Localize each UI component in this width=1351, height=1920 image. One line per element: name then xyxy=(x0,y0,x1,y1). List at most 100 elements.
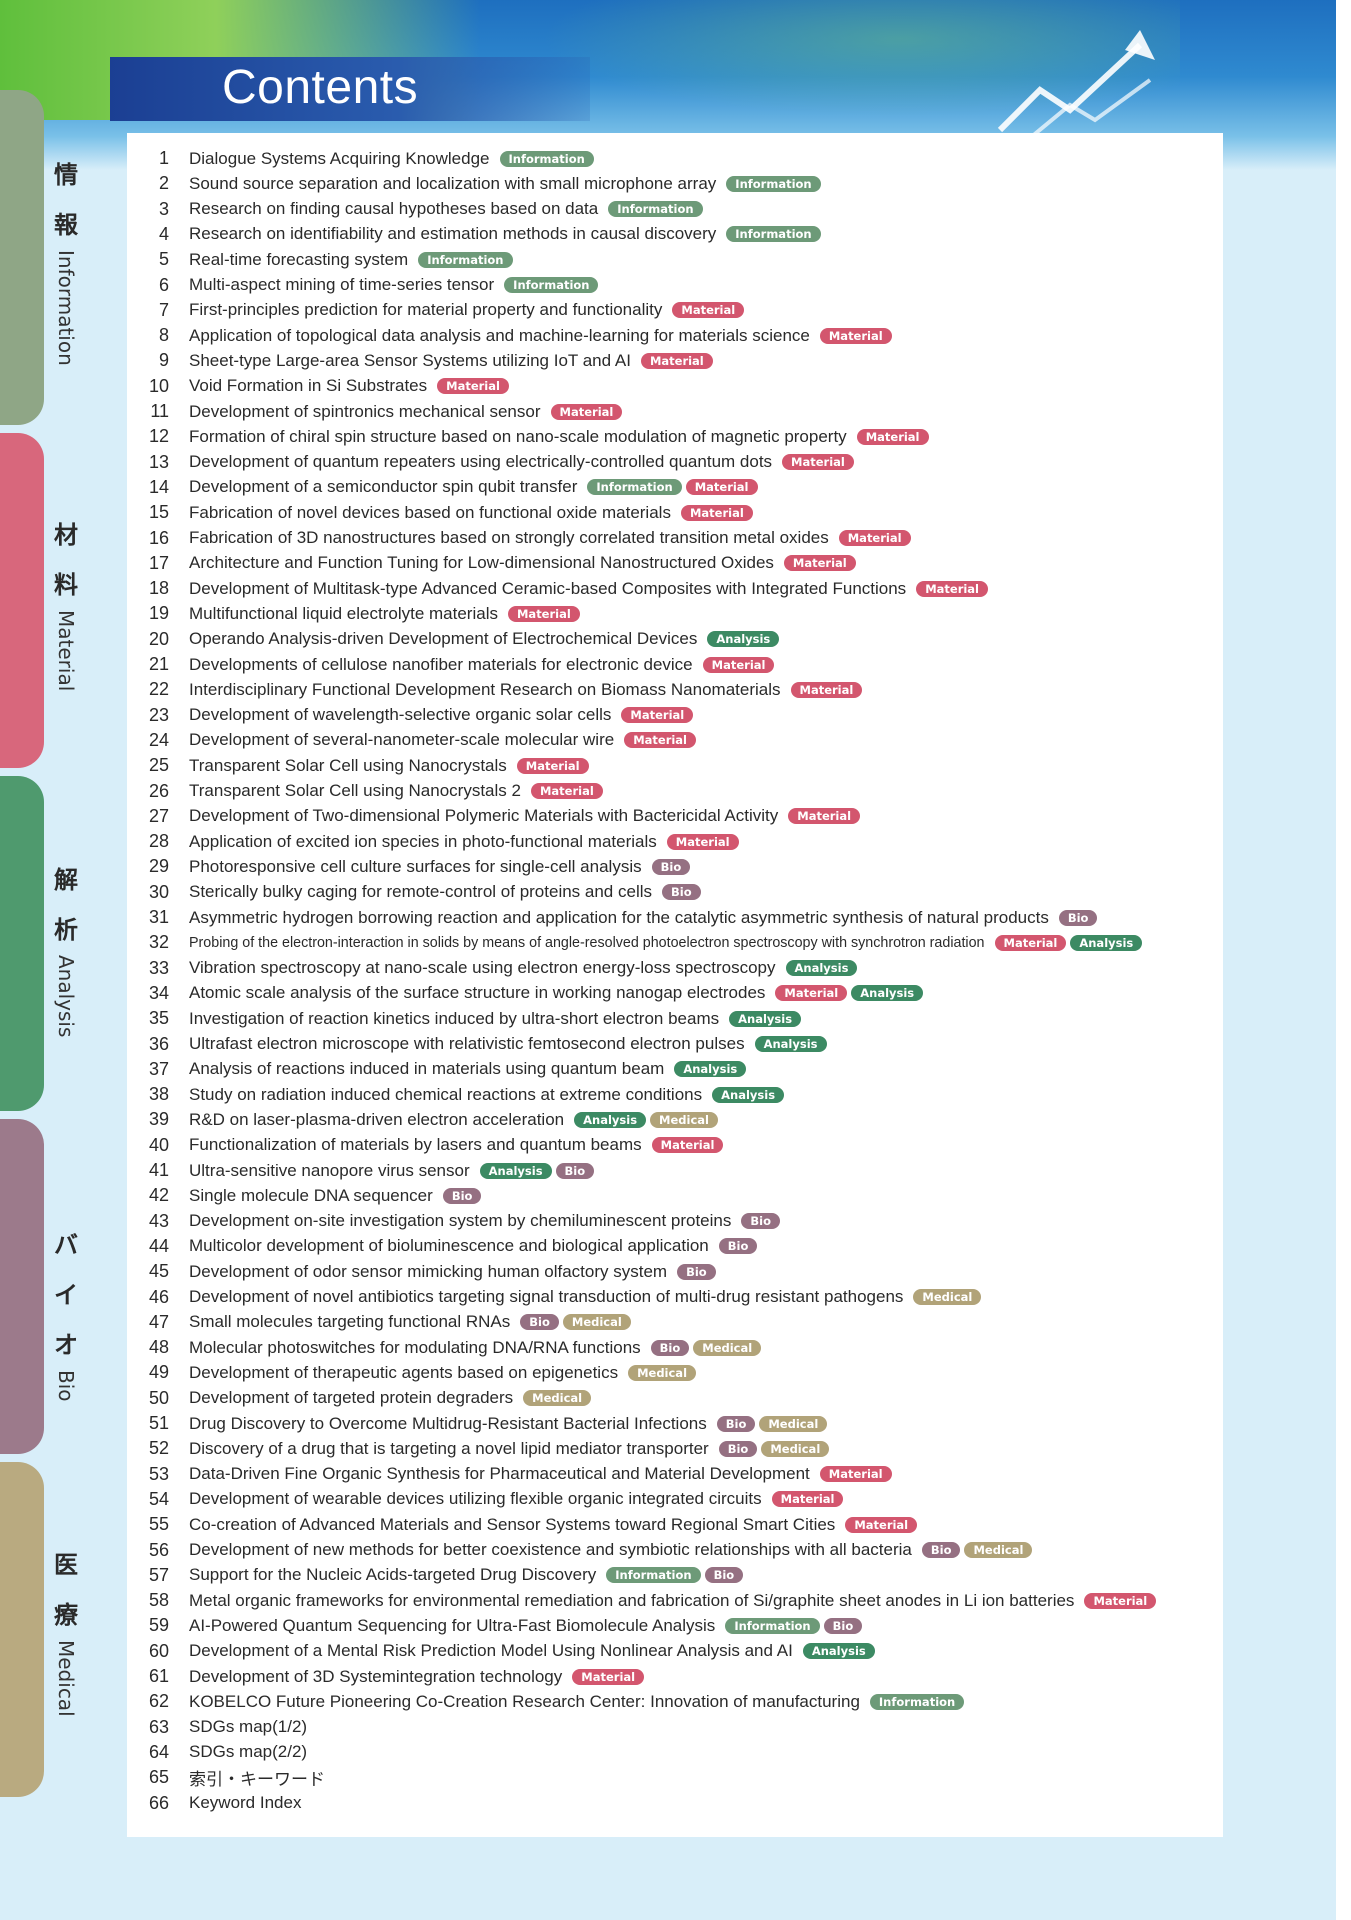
section-english-label: Medical xyxy=(54,1640,78,1717)
contents-entry[interactable]: 59 AI-Powered Quantum Sequencing for Ultr… xyxy=(145,1613,863,1638)
category-badge-bio: Bio xyxy=(651,858,691,875)
category-badge-material: Material xyxy=(507,605,580,622)
contents-entry[interactable]: 53 Data-Driven Fine Organic Synthesis for… xyxy=(145,1462,892,1487)
entry-title: Analysis of reactions induced in materia… xyxy=(189,1059,665,1079)
contents-entry[interactable]: 40 Functionalization of materials by lase… xyxy=(145,1133,724,1158)
contents-entry[interactable]: 23 Development of wavelength-selective or… xyxy=(145,703,694,728)
contents-entry[interactable]: 44 Multicolor development of bioluminesce… xyxy=(145,1234,758,1259)
contents-entry[interactable]: 16 Fabrication of 3D nanostructures based… xyxy=(145,526,911,551)
contents-entry[interactable]: 34 Atomic scale analysis of the surface s… xyxy=(145,981,924,1006)
entry-title: Research on identifiability and estimati… xyxy=(189,224,717,244)
section-tab-bio xyxy=(0,1119,44,1454)
entry-title: Multifunctional liquid electrolyte mater… xyxy=(189,603,498,623)
contents-entry[interactable]: 28 Application of excited ion species in … xyxy=(145,829,739,854)
contents-entry[interactable]: 64 SDGs map(2/2) xyxy=(145,1740,307,1765)
contents-entry[interactable]: 51 Drug Discovery to Overcome Multidrug-R… xyxy=(145,1411,828,1436)
contents-entry[interactable]: 58 Metal organic frameworks for environme… xyxy=(145,1588,1157,1613)
contents-entry[interactable]: 54 Development of wearable devices utiliz… xyxy=(145,1487,844,1512)
category-badge-analysis: Analysis xyxy=(712,1086,785,1103)
contents-entry[interactable]: 48 Molecular photoswitches for modulating… xyxy=(145,1335,762,1360)
entry-title: Formation of chiral spin structure based… xyxy=(189,426,847,446)
contents-entry[interactable]: 39 R&D on laser-plasma-driven electron ac… xyxy=(145,1107,718,1132)
contents-entry[interactable]: 18 Development of Multitask-type Advanced… xyxy=(145,576,989,601)
category-badge-medical: Medical xyxy=(693,1339,762,1356)
entry-number: 2 xyxy=(158,173,169,194)
contents-entry[interactable]: 38 Study on radiation induced chemical re… xyxy=(145,1082,785,1107)
contents-entry[interactable]: 37 Analysis of reactions induced in mater… xyxy=(145,1057,747,1082)
contents-entry[interactable]: 10 Void Formation in Si Substrates Materia… xyxy=(145,374,509,399)
contents-entry[interactable]: 8 Application of topological data analysi… xyxy=(145,323,892,348)
entry-title: Atomic scale analysis of the surface str… xyxy=(189,983,766,1003)
contents-entry[interactable]: 29 Photoresponsive cell culture surfaces … xyxy=(145,854,691,879)
contents-entry[interactable]: 19 Multifunctional liquid electrolyte mat… xyxy=(145,601,580,626)
contents-entry[interactable]: 31 Asymmetric hydrogen borrowing reaction… xyxy=(145,905,1098,930)
category-badge-medical: Medical xyxy=(761,1440,830,1457)
category-badge-bio: Bio xyxy=(823,1617,863,1634)
contents-entry[interactable]: 24 Development of several-nanometer-scale… xyxy=(145,728,697,753)
contents-entry[interactable]: 15 Fabrication of novel devices based on … xyxy=(145,500,753,525)
contents-entry[interactable]: 56 Development of new methods for better … xyxy=(145,1538,1033,1563)
entry-number: 3 xyxy=(158,198,169,219)
contents-entry[interactable]: 17 Architecture and Function Tuning for L… xyxy=(145,551,856,576)
entry-title: Co-creation of Advanced Materials and Se… xyxy=(189,1514,836,1534)
contents-entry[interactable]: 55 Co-creation of Advanced Materials and … xyxy=(145,1512,918,1537)
contents-entry[interactable]: 25 Transparent Solar Cell using Nanocryst… xyxy=(145,753,589,778)
contents-entry[interactable]: 47 Small molecules targeting functional R… xyxy=(145,1310,631,1335)
contents-entry[interactable]: 30 Sterically bulky caging for remote-con… xyxy=(145,880,701,905)
section-label-information: 情報 Information xyxy=(46,150,86,366)
contents-entry[interactable]: 27 Development of Two-dimensional Polymer… xyxy=(145,804,861,829)
contents-entry[interactable]: 4 Research on identifiability and estimat… xyxy=(145,222,821,247)
contents-entry[interactable]: 43 Development on-site investigation syst… xyxy=(145,1209,780,1234)
page-edge xyxy=(1336,0,1351,1920)
contents-entry[interactable]: 46 Development of novel antibiotics targe… xyxy=(145,1285,982,1310)
entry-number: 40 xyxy=(148,1134,169,1155)
contents-entry[interactable]: 62 KOBELCO Future Pioneering Co-Creation … xyxy=(145,1689,965,1714)
category-badge-material: Material xyxy=(672,302,745,319)
contents-entry[interactable]: 32 Probing of the electron-interaction in… xyxy=(145,930,1143,955)
entry-number: 52 xyxy=(148,1438,169,1459)
contents-entry[interactable]: 1 Dialogue Systems Acquiring Knowledge Inf… xyxy=(145,146,594,171)
contents-entry[interactable]: 14 Development of a semiconductor spin qu… xyxy=(145,475,758,500)
contents-entry[interactable]: 22 Interdisciplinary Functional Developme… xyxy=(145,677,863,702)
entry-title: 索引・キーワード xyxy=(189,1770,325,1790)
contents-entry[interactable]: 36 Ultrafast electron microscope with rel… xyxy=(145,1032,827,1057)
entry-title: Study on radiation induced chemical reac… xyxy=(189,1084,703,1104)
category-badge-medical: Medical xyxy=(562,1314,631,1331)
contents-entry[interactable]: 45 Development of odor sensor mimicking h… xyxy=(145,1259,716,1284)
category-badge-bio: Bio xyxy=(442,1187,482,1204)
entry-number: 47 xyxy=(148,1311,169,1332)
contents-entry[interactable]: 13 Development of quantum repeaters using… xyxy=(145,450,854,475)
contents-entry[interactable]: 9 Sheet-type Large-area Sensor Systems ut… xyxy=(145,348,713,373)
category-badge-bio: Bio xyxy=(704,1567,744,1584)
contents-entry[interactable]: 52 Discovery of a drug that is targeting … xyxy=(145,1436,830,1461)
contents-entry[interactable]: 33 Vibration spectroscopy at nano-scale u… xyxy=(145,956,858,981)
contents-entry[interactable]: 41 Ultra-sensitive nanopore virus sensor A… xyxy=(145,1158,595,1183)
contents-entry[interactable]: 65 索引・キーワード xyxy=(145,1765,325,1790)
contents-entry[interactable]: 60 Development of a Mental Risk Predictio… xyxy=(145,1639,875,1664)
contents-entry[interactable]: 21 Developments of cellulose nanofiber ma… xyxy=(145,652,775,677)
entry-title: Drug Discovery to Overcome Multidrug-Res… xyxy=(189,1413,707,1433)
contents-entry[interactable]: 49 Development of therapeutic agents base… xyxy=(145,1360,697,1385)
contents-entry[interactable]: 66 Keyword Index xyxy=(145,1791,301,1816)
contents-entry[interactable]: 26 Transparent Solar Cell using Nanocryst… xyxy=(145,779,603,804)
entry-number: 61 xyxy=(148,1666,169,1686)
entry-title: Development of wavelength-selective orga… xyxy=(189,705,612,725)
contents-entry[interactable]: 61 Development of 3D Systemintegration te… xyxy=(145,1664,645,1689)
section-tab-analysis xyxy=(0,776,44,1111)
entry-title: Metal organic frameworks for environment… xyxy=(189,1590,1075,1610)
section-label-material: 材料 Material xyxy=(46,510,86,691)
contents-entry[interactable]: 35 Investigation of reaction kinetics ind… xyxy=(145,1006,802,1031)
contents-entry[interactable]: 42 Single molecule DNA sequencer Bio xyxy=(145,1183,482,1208)
contents-entry[interactable]: 6 Multi-aspect mining of time-series tens… xyxy=(145,273,599,298)
contents-entry[interactable]: 57 Support for the Nucleic Acids-targeted… xyxy=(145,1563,744,1588)
contents-entry[interactable]: 63 SDGs map(1/2) xyxy=(145,1715,307,1740)
contents-entry[interactable]: 20 Operando Analysis-driven Development o… xyxy=(145,627,780,652)
contents-entry[interactable]: 3 Research on finding causal hypotheses b… xyxy=(145,197,703,222)
contents-entry[interactable]: 7 First-principles prediction for materia… xyxy=(145,298,745,323)
section-kanji: オ xyxy=(54,1331,78,1359)
contents-entry[interactable]: 11 Development of spintronics mechanical … xyxy=(145,399,623,424)
contents-entry[interactable]: 5 Real-time forecasting system Information xyxy=(145,247,513,272)
contents-entry[interactable]: 50 Development of targeted protein degrad… xyxy=(145,1386,592,1411)
contents-entry[interactable]: 12 Formation of chiral spin structure bas… xyxy=(145,424,929,449)
contents-entry[interactable]: 2 Sound source separation and localizatio… xyxy=(145,171,821,196)
